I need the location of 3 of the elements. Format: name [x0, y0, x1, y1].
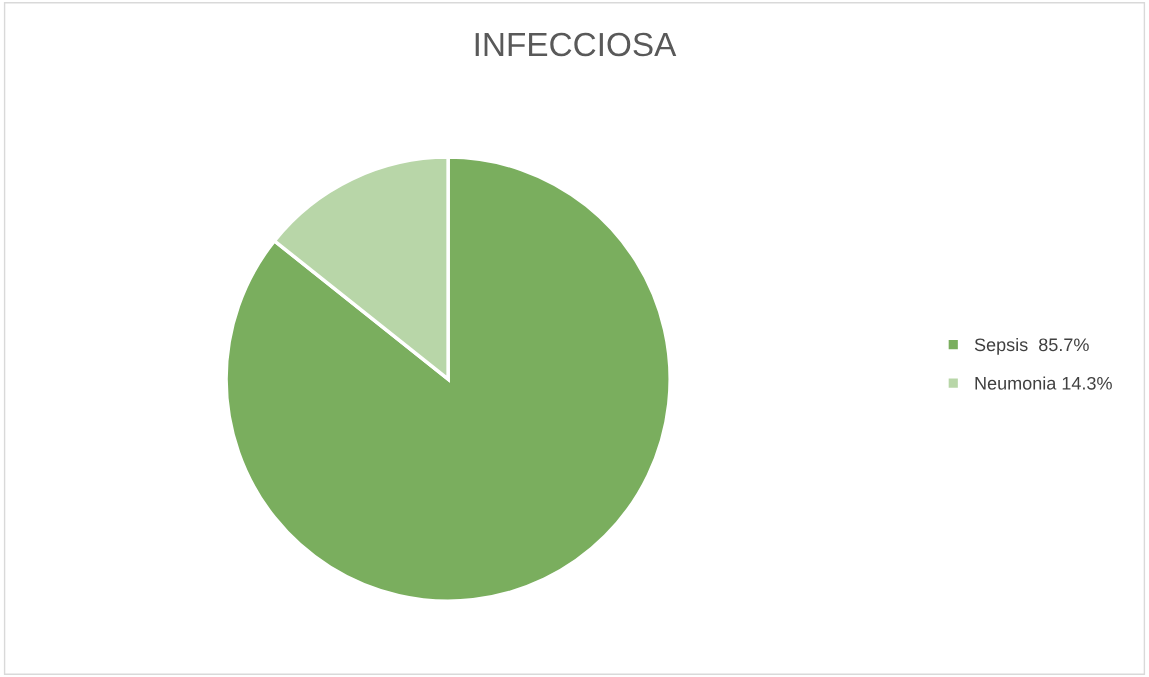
legend-label: Neumonia 14.3%	[975, 376, 1112, 390]
legend-label: Sepsis 85.7%	[974, 337, 1089, 355]
chart-title: INFECCIOSA	[475, 32, 677, 57]
